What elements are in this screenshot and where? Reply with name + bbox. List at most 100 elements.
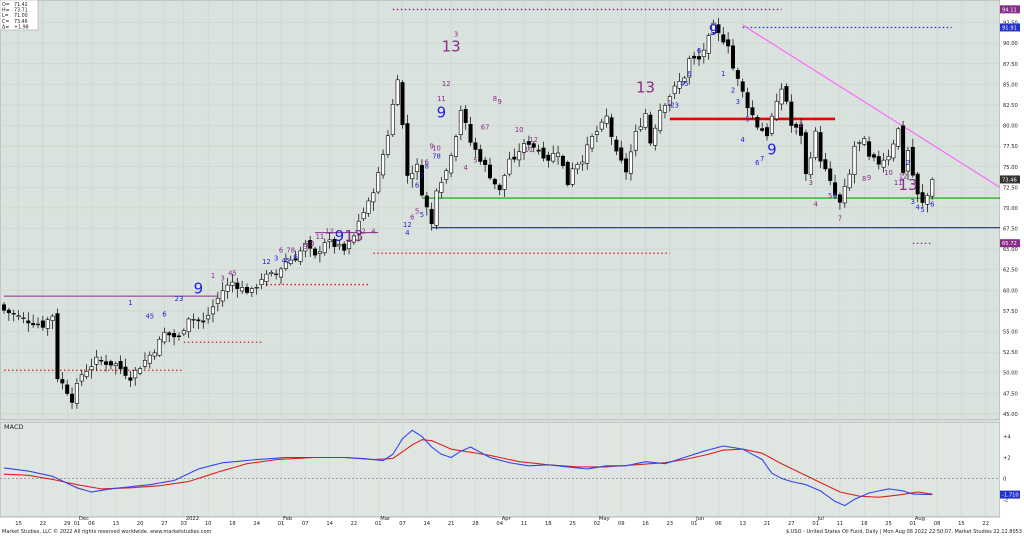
candle-up bbox=[142, 360, 147, 367]
candle-down bbox=[128, 377, 133, 381]
price-badges: 94.11 91.91 73.46 65.72 -1.710 bbox=[1000, 5, 1020, 499]
candle-up bbox=[847, 173, 852, 189]
candle-up bbox=[249, 288, 254, 293]
candle-up bbox=[113, 363, 118, 366]
candle-down bbox=[419, 165, 424, 196]
td-count-label: 12 bbox=[262, 258, 271, 266]
candle-up bbox=[886, 156, 891, 161]
td-count-label: 1 bbox=[721, 70, 725, 78]
candle-up bbox=[599, 121, 604, 130]
candle-up bbox=[50, 315, 55, 321]
candle-down bbox=[619, 147, 624, 161]
candle-up bbox=[327, 239, 332, 243]
date-tick-label: 15 bbox=[958, 521, 965, 527]
macd-signal-line bbox=[3, 439, 933, 498]
td-count-label: 4 bbox=[916, 204, 920, 212]
candle-down bbox=[624, 158, 629, 173]
macd-tick-label: -2 bbox=[1003, 497, 1008, 503]
candle-up bbox=[16, 315, 21, 318]
candle-down bbox=[735, 70, 740, 79]
candle-up bbox=[522, 143, 527, 153]
macd-panel[interactable] bbox=[0, 421, 1001, 518]
candle-up bbox=[706, 35, 711, 54]
candle-up bbox=[381, 154, 386, 176]
price-axis-area bbox=[1000, 0, 1024, 420]
candle-up bbox=[643, 113, 648, 128]
price-panel[interactable] bbox=[0, 0, 1001, 421]
date-tick-label: 01 bbox=[278, 521, 285, 527]
date-tick-label: 14 bbox=[326, 521, 333, 527]
candle-up bbox=[385, 135, 390, 155]
date-tick-label: 16 bbox=[642, 521, 649, 527]
date-tick-label: 22 bbox=[982, 521, 989, 527]
period-label: 2022 bbox=[186, 516, 199, 522]
candle-up bbox=[303, 242, 308, 252]
candle-down bbox=[726, 39, 731, 47]
candle-up bbox=[662, 105, 667, 113]
date-tick-label: 04 bbox=[496, 521, 503, 527]
price-tick-label: 45.00 bbox=[1003, 412, 1018, 418]
date-tick-label: 02 bbox=[594, 521, 601, 527]
footer-left: Market Studies, LLC © 2022 All rights re… bbox=[2, 528, 212, 535]
ohlc-label: Δ= bbox=[2, 24, 9, 30]
candle-up bbox=[264, 273, 269, 282]
candle-up bbox=[298, 250, 303, 262]
candle-up bbox=[191, 319, 196, 321]
candle-up bbox=[585, 144, 590, 164]
ohlc-label: C= bbox=[2, 19, 9, 25]
td-count-label: 45 bbox=[680, 80, 689, 88]
candle-down bbox=[745, 92, 750, 109]
td-count-label: 11 bbox=[894, 179, 903, 187]
ohlc-value: 73.46 bbox=[14, 19, 28, 25]
candle-down bbox=[70, 393, 75, 403]
td-count-label: 9 bbox=[430, 143, 434, 151]
candle-down bbox=[867, 141, 872, 157]
date-tick-label: 03 bbox=[181, 521, 188, 527]
candle-down bbox=[196, 319, 201, 322]
candle-up bbox=[279, 268, 284, 278]
candle-up bbox=[881, 159, 886, 168]
candle-up bbox=[283, 261, 288, 269]
candle-up bbox=[347, 241, 352, 250]
candle-up bbox=[288, 259, 293, 264]
candle-up bbox=[444, 170, 449, 180]
candlestick-series bbox=[1, 18, 935, 409]
price-tick-label: 90.00 bbox=[1003, 41, 1018, 47]
candle-up bbox=[517, 151, 522, 161]
candle-down bbox=[235, 282, 240, 289]
candle-down bbox=[40, 320, 45, 328]
td-count-label: 5 bbox=[420, 211, 424, 219]
candle-down bbox=[483, 159, 488, 165]
td-count-label: 13 bbox=[344, 227, 363, 245]
candle-down bbox=[245, 287, 250, 293]
td-count-label: 3 bbox=[809, 179, 813, 187]
candle-down bbox=[823, 159, 828, 170]
date-tick-label: 18 bbox=[229, 521, 236, 527]
td-count-label: 3 bbox=[454, 31, 458, 39]
candle-up bbox=[181, 330, 186, 335]
date-tick-label: 27 bbox=[161, 521, 168, 527]
candle-down bbox=[692, 55, 697, 59]
candle-down bbox=[818, 132, 823, 162]
td-count-label: 6 bbox=[293, 253, 297, 261]
candle-down bbox=[201, 320, 206, 323]
candle-down bbox=[730, 45, 735, 69]
date-tick-label: 10 bbox=[205, 521, 212, 527]
candle-down bbox=[536, 149, 541, 152]
candle-down bbox=[274, 273, 279, 276]
candle-down bbox=[31, 323, 36, 326]
td-count-label: 11 bbox=[316, 233, 325, 241]
candle-down bbox=[876, 156, 881, 165]
candle-up bbox=[138, 368, 143, 374]
candle-down bbox=[910, 146, 915, 176]
candle-up bbox=[152, 352, 157, 357]
candle-up bbox=[687, 58, 692, 78]
date-tick-label: 27 bbox=[788, 521, 795, 527]
ohlc-value: +1.98 bbox=[14, 24, 29, 30]
candle-up bbox=[905, 150, 910, 172]
date-tick-label: 28 bbox=[472, 521, 479, 527]
candle-up bbox=[682, 77, 687, 82]
candle-up bbox=[410, 173, 415, 180]
